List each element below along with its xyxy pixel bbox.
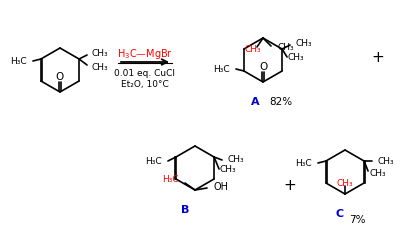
Text: H₃C: H₃C	[295, 159, 312, 169]
Text: B: B	[181, 205, 189, 215]
Text: Et₂O, 10°C: Et₂O, 10°C	[121, 79, 169, 89]
Text: CH₃: CH₃	[219, 165, 236, 174]
Text: CH₃: CH₃	[369, 169, 386, 178]
Text: O: O	[56, 72, 64, 82]
Text: O: O	[259, 62, 267, 72]
Text: A: A	[251, 97, 259, 107]
Text: OH: OH	[213, 182, 228, 192]
Text: 0.01 eq. CuCl: 0.01 eq. CuCl	[114, 69, 176, 79]
Text: H₃C: H₃C	[213, 64, 230, 74]
Text: CH₃: CH₃	[287, 54, 304, 63]
Text: CH₃: CH₃	[227, 155, 244, 164]
Text: $\mathregular{H_3C}$—MgBr: $\mathregular{H_3C}$—MgBr	[117, 47, 173, 61]
Text: CH₃: CH₃	[278, 44, 295, 53]
Text: CH₃: CH₃	[295, 40, 312, 49]
Text: H₃C: H₃C	[162, 175, 179, 184]
Text: CH₃: CH₃	[91, 50, 108, 59]
Text: H₃C: H₃C	[145, 158, 162, 167]
Text: C: C	[336, 209, 344, 219]
Text: +: +	[284, 178, 296, 193]
Text: CH₃: CH₃	[377, 157, 394, 165]
Text: CH₃: CH₃	[337, 179, 353, 188]
Text: 82%: 82%	[270, 97, 292, 107]
Text: +: +	[372, 50, 384, 65]
Text: H₃C: H₃C	[10, 56, 27, 65]
Text: 7%: 7%	[349, 215, 365, 225]
Text: CH₃: CH₃	[245, 45, 261, 55]
Text: CH₃: CH₃	[91, 63, 108, 71]
